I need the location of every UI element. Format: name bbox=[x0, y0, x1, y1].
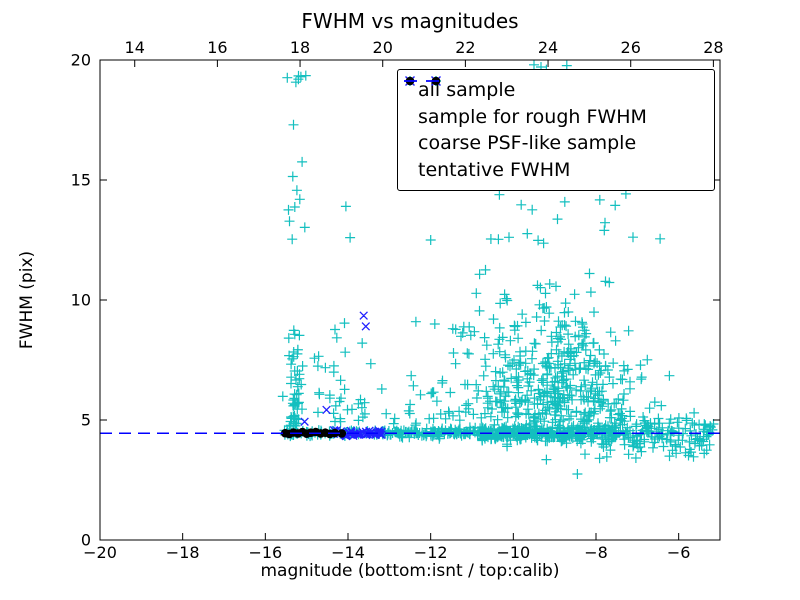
rough-fwhm-points bbox=[300, 311, 386, 441]
tick-label: 14 bbox=[125, 38, 145, 57]
tick-label: 18 bbox=[290, 38, 310, 57]
axes-frame: −20 −18 −16 −14 −12 −10 −8 −6 14 16 18 20 22 24 26 28 0 5… bbox=[71, 38, 724, 562]
legend-label: tentative FWHM bbox=[418, 159, 571, 182]
dashed-line-icon bbox=[404, 80, 439, 82]
tick-label: 10 bbox=[71, 291, 91, 310]
tick-label: −12 bbox=[414, 543, 448, 562]
scatter-layer bbox=[100, 60, 720, 479]
tick-label: 16 bbox=[207, 38, 227, 57]
tick-label: 26 bbox=[621, 38, 641, 57]
x-axis-label: magnitude (bottom:isnt / top:calib) bbox=[260, 561, 560, 581]
legend-item-rough-fwhm: sample for rough FWHM bbox=[405, 76, 704, 128]
chart-title: FWHM vs magnitudes bbox=[301, 9, 519, 33]
tick-label: −16 bbox=[248, 543, 282, 562]
tick-label: −20 bbox=[83, 543, 117, 562]
tick-label: 22 bbox=[455, 38, 475, 57]
tick-label: 20 bbox=[373, 38, 393, 57]
tick-marks bbox=[99, 59, 720, 541]
legend-label: all sample bbox=[418, 78, 516, 101]
legend-item-tentative-fwhm: tentative FWHM bbox=[404, 80, 704, 182]
legend-item-coarse-psf: coarse PSF-like sample bbox=[405, 76, 704, 155]
legend: all sample sample for rough FWHM coarse … bbox=[397, 69, 715, 191]
tick-label: 20 bbox=[71, 51, 91, 70]
coarse-psf-point bbox=[337, 429, 347, 438]
tick-label: −18 bbox=[166, 543, 200, 562]
legend-label: coarse PSF-like sample bbox=[418, 132, 637, 155]
tick-label: −10 bbox=[496, 543, 530, 562]
y-axis-label: FWHM (pix) bbox=[17, 250, 37, 350]
tick-label: −6 bbox=[667, 543, 691, 562]
tick-label: −14 bbox=[331, 543, 365, 562]
tick-label: 24 bbox=[538, 38, 558, 57]
tick-label: 5 bbox=[81, 411, 91, 430]
tick-label: 0 bbox=[81, 531, 91, 550]
tick-label: −8 bbox=[584, 543, 608, 562]
tick-label: 15 bbox=[71, 171, 91, 190]
tick-label: 28 bbox=[703, 38, 723, 57]
legend-item-all-sample: all sample bbox=[405, 76, 704, 101]
legend-label: sample for rough FWHM bbox=[418, 105, 647, 128]
